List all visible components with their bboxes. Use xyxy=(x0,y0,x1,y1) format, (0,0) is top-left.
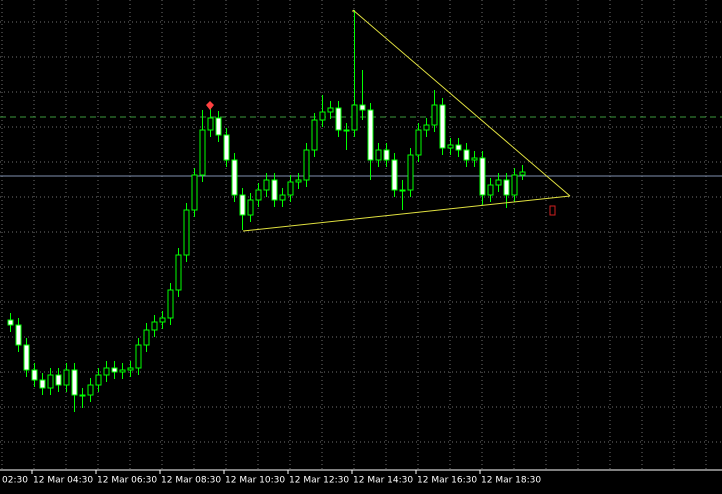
x-tick-label: 12 Mar 10:30 xyxy=(225,476,285,486)
x-tick-label: 12 Mar 08:30 xyxy=(161,476,221,486)
candle-body xyxy=(287,181,294,196)
candle-body xyxy=(303,149,310,181)
candle-body xyxy=(111,367,118,373)
candle-body xyxy=(103,367,110,376)
candle-body xyxy=(391,159,398,191)
candle-body xyxy=(223,134,230,161)
candle-body xyxy=(135,344,142,369)
candle-body xyxy=(95,374,102,386)
candle-body xyxy=(519,171,526,176)
candle-body xyxy=(231,159,238,196)
candle-body xyxy=(159,317,166,323)
candle-body xyxy=(359,104,366,111)
x-tick-label: 12 Mar 04:30 xyxy=(33,476,93,486)
candle-body xyxy=(415,129,422,156)
x-tick-label: 02:30 xyxy=(2,476,28,486)
candle-body xyxy=(31,369,38,381)
candle-body xyxy=(367,109,374,161)
candle-body xyxy=(47,374,54,389)
trendline xyxy=(352,9,571,197)
x-tick-label: 12 Mar 14:30 xyxy=(353,476,413,486)
candle-body xyxy=(447,144,454,149)
x-tick-label: 12 Mar 12:30 xyxy=(289,476,349,486)
candle-body xyxy=(495,179,502,186)
candle-body xyxy=(255,189,262,201)
candle-body xyxy=(503,179,510,196)
candle-body xyxy=(351,104,358,131)
candle-body xyxy=(263,179,270,191)
candle-body xyxy=(15,324,22,346)
candle-body xyxy=(423,124,430,131)
candle-body xyxy=(23,344,30,371)
candle-body xyxy=(191,174,198,211)
x-tick-label: 12 Mar 16:30 xyxy=(417,476,477,486)
x-tick-label: 12 Mar 06:30 xyxy=(97,476,157,486)
candle-body xyxy=(39,379,46,389)
candle-body xyxy=(183,209,190,256)
candle-body xyxy=(311,119,318,151)
candle-body xyxy=(335,107,342,131)
x-tick-label: 12 Mar 18:30 xyxy=(481,476,541,486)
candle-body xyxy=(279,194,286,201)
candle-body xyxy=(327,107,334,113)
candle-body xyxy=(7,319,14,326)
candle-body xyxy=(383,149,390,161)
candle-body xyxy=(439,104,446,149)
candle-body xyxy=(151,321,158,331)
candle-body xyxy=(79,394,86,397)
candle-body xyxy=(487,184,494,196)
candle-body xyxy=(207,117,214,131)
grid xyxy=(0,0,722,470)
candle-body xyxy=(127,367,134,371)
candle-body xyxy=(55,374,62,386)
candle-body xyxy=(479,157,486,196)
arrow-marker xyxy=(206,101,214,110)
candle-body xyxy=(199,129,206,176)
candle-body xyxy=(471,157,478,161)
candle-body xyxy=(71,369,78,396)
candle-body xyxy=(143,329,150,346)
candle-body xyxy=(511,174,518,196)
candle-body xyxy=(343,129,350,132)
candles xyxy=(7,10,526,412)
candle-body xyxy=(119,369,126,373)
marker xyxy=(549,205,556,216)
candle-body xyxy=(431,104,438,126)
candle-body xyxy=(175,254,182,291)
candle-body xyxy=(87,384,94,396)
candle-body xyxy=(455,144,462,151)
candle-body xyxy=(63,369,70,386)
candle-body xyxy=(215,117,222,136)
candle-body xyxy=(239,194,246,216)
candle-body xyxy=(247,199,254,216)
candle-body xyxy=(375,149,382,161)
candle-body xyxy=(399,189,406,192)
candle-body xyxy=(319,111,326,121)
candle-body xyxy=(271,179,278,201)
candle-body xyxy=(167,289,174,319)
x-labels: 12 Mar 04:30 12 Mar 06:30 12 Mar 08:30 12 M… xyxy=(31,470,541,486)
candle-body xyxy=(407,154,414,191)
candle-body xyxy=(463,149,470,161)
trendline xyxy=(242,195,571,232)
candle-body xyxy=(295,179,302,183)
